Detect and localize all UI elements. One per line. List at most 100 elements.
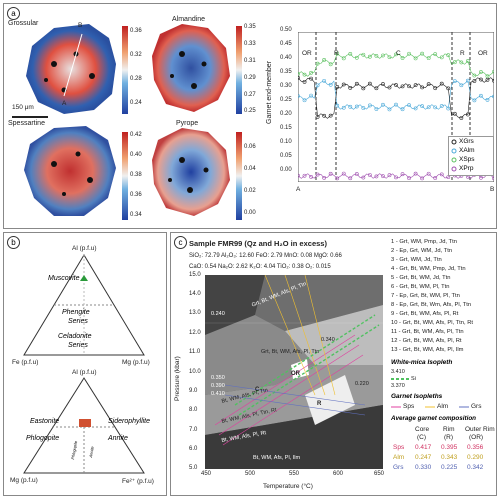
profile-point <box>465 78 470 83</box>
pseudo-comp1: SiO₂: 72.79 Al₂O₃: 12.60 FeO: 2.79 MnO: … <box>189 253 342 259</box>
profile-point <box>452 60 457 65</box>
profile-point <box>309 70 313 75</box>
ternary-diagrams <box>23 254 145 474</box>
label-phengite-series: Series <box>68 318 88 325</box>
garnet-iso-title: Garnet Isopleths <box>391 393 443 400</box>
profile-point <box>341 171 346 176</box>
iso-0410: 0.410 <box>211 391 225 397</box>
profile-point <box>298 94 300 98</box>
profile-point <box>485 98 490 102</box>
end-b: B <box>490 186 495 193</box>
profile-point <box>407 84 411 89</box>
map-title-grossular: Grossular <box>8 20 39 27</box>
profile-point <box>298 75 300 80</box>
iso-0340: 0.340 <box>321 337 335 343</box>
profile-point <box>459 83 464 88</box>
grossular-map <box>26 24 116 114</box>
profile-point <box>381 174 385 179</box>
profile-point <box>309 93 313 98</box>
profile-point <box>348 104 353 109</box>
profile-point <box>348 86 353 90</box>
profile-point <box>322 113 327 118</box>
profile-series-0 <box>298 53 494 77</box>
profile-point <box>433 86 438 91</box>
avg-row-alm: Alm <box>393 454 405 461</box>
profile-point <box>348 51 353 56</box>
marker-b: B <box>78 22 83 29</box>
profile-point <box>367 81 372 86</box>
profile-point <box>361 52 366 57</box>
label-annite: Annite <box>108 435 128 442</box>
avg-h-outer: Outer Rim <box>465 426 495 433</box>
avg-title: Average garnet composition <box>391 415 477 422</box>
avg-sh-c: (C) <box>417 434 427 441</box>
profile-point <box>381 102 385 107</box>
pseudo-label-r: R <box>317 401 322 407</box>
field-label-2: Grt, Bt, WM, Afs, Pl, Ttn <box>261 349 320 355</box>
avg-sh-or: (OR) <box>469 434 484 441</box>
tern1-left: Fe (p.f.u) <box>12 359 39 366</box>
profile-point <box>394 102 398 107</box>
profile-point <box>400 84 405 89</box>
profile-point <box>315 83 320 88</box>
tern2-right: Fe²⁺ (p.f.u) <box>122 478 154 485</box>
profile-point <box>298 72 300 76</box>
profile-point <box>354 172 359 176</box>
zone-r-left: R <box>334 50 339 57</box>
tern2-left: Mg (p.f.u) <box>10 477 38 484</box>
marker-a: A <box>62 100 67 107</box>
profile-point <box>413 83 418 88</box>
tern1-top: Al (p.f.u) <box>72 245 97 252</box>
avg-val-sps-1: 0.395 <box>441 444 458 451</box>
profile-point <box>322 58 327 62</box>
tern2-top: Al (p.f.u) <box>72 369 97 376</box>
profile-point <box>309 174 313 179</box>
avg-val-alm-1: 0.343 <box>441 454 458 461</box>
profile-point <box>465 59 470 63</box>
pseudo-comp2: CaO: 0.54 Na₂O: 2.62 K₂O: 4.04 TiO₂: 0.3… <box>189 264 331 270</box>
panel-b: b Al (p.f.u) Fe (p.f.u) Mg (p.f.u) Musco… <box>3 232 167 496</box>
iso-0240: 0.240 <box>211 311 225 317</box>
profile-point <box>341 56 346 61</box>
panel-label-b: b <box>7 236 20 249</box>
scale-bar <box>12 116 48 118</box>
profile-point <box>433 105 438 110</box>
profile-point <box>328 62 333 67</box>
avg-val-alm-2: 0.290 <box>467 454 484 461</box>
profile-point <box>328 113 333 118</box>
profile-point <box>361 106 366 110</box>
label-eastonite: Eastonite <box>30 418 60 425</box>
profile-point <box>459 60 464 65</box>
white-mica-title: White-mica Isopleth <box>391 359 453 366</box>
profile-point <box>374 107 379 111</box>
profile-point <box>374 174 379 179</box>
profile-line <box>63 33 83 97</box>
pseudo-ylabel: Pressure (kbar) <box>174 356 181 401</box>
profile-point <box>400 56 405 60</box>
profile-point <box>472 98 477 103</box>
profile-point <box>387 55 392 59</box>
spessartine-map <box>24 126 116 216</box>
profile-point <box>400 107 405 112</box>
avg-row-sps: Sps <box>393 444 405 451</box>
profile-point <box>394 83 398 87</box>
avg-h-core: Core <box>415 426 430 433</box>
profile-point <box>374 86 379 91</box>
profile-point <box>407 176 411 181</box>
map-title-spessartine: Spessartine <box>8 120 45 127</box>
field-label-6: Bt, WM, Afs, Pl, Ilm <box>253 455 301 461</box>
profile-point <box>374 54 379 58</box>
profile-point <box>387 173 392 178</box>
iso-0390: 0.390 <box>211 383 225 389</box>
tern1-right: Mg (p.f.u) <box>122 359 150 366</box>
white-mica-hi: 3.410 <box>391 369 405 375</box>
avg-row-grs: Grs <box>393 464 404 471</box>
profile-point <box>348 176 353 181</box>
white-mica-lo: 3.370 <box>391 383 405 389</box>
label-celadonite-series: Series <box>68 342 88 349</box>
label-phengite: Phengite <box>62 309 90 316</box>
profile-ylabel: Garnet end-member <box>266 60 273 124</box>
profile-series-1 <box>298 80 494 110</box>
avg-val-sps-2: 0.356 <box>467 444 484 451</box>
panel-c: c Sample FMR99 (Qz and H₂O in excess) Si… <box>170 232 497 496</box>
